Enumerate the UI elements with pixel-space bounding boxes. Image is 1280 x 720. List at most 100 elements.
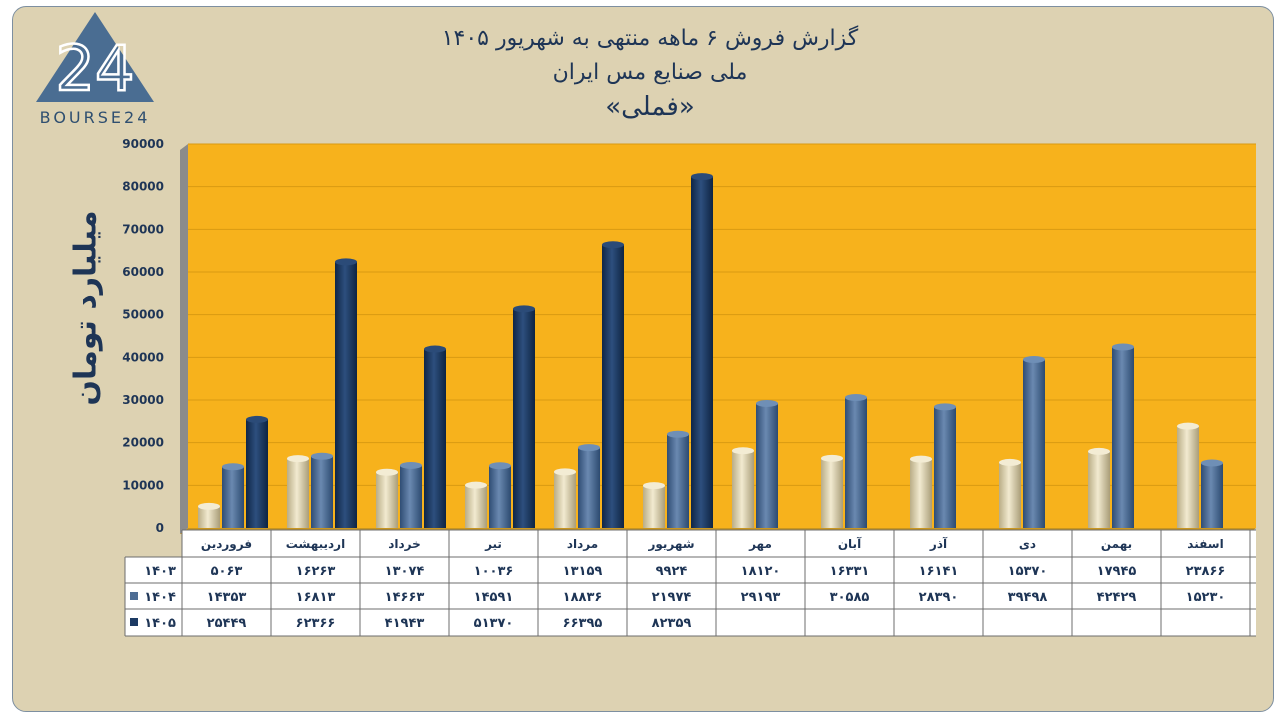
category-label: تیر <box>484 537 502 551</box>
data-label: ۲۹۱۹۳ <box>741 590 781 605</box>
table-header-bg <box>182 530 1256 557</box>
data-label: ۵۰۶۳ <box>211 564 243 579</box>
data-label: ۱۶۳۳۱ <box>830 564 870 579</box>
bar-cap <box>554 468 576 476</box>
data-label: ۳۹۴۹۸ <box>1008 590 1048 605</box>
bar-cap <box>821 454 843 462</box>
bar-cap <box>1201 459 1223 467</box>
y-tick-label: 60000 <box>122 265 164 279</box>
bourse24-logo: 24 <box>36 12 154 106</box>
bar-cap <box>845 394 867 402</box>
y-tick-label: 90000 <box>122 137 164 151</box>
bar-cap <box>198 502 220 510</box>
data-label: ۱۴۶۶۳ <box>385 590 425 605</box>
plot-background <box>188 144 1256 528</box>
bar-cap <box>222 463 244 471</box>
bar <box>198 506 220 528</box>
category-label: اسفند <box>1187 537 1223 551</box>
bar <box>667 434 689 528</box>
data-label: ۱۶۸۱۳ <box>296 590 336 605</box>
bar-cap <box>246 415 268 423</box>
bar <box>400 465 422 528</box>
data-label: ۱۵۲۳۰ <box>1186 590 1226 605</box>
y-tick-label: 30000 <box>122 393 164 407</box>
svg-text:24: 24 <box>56 32 135 105</box>
data-label: ۱۰۰۳۶ <box>474 564 514 579</box>
category-label: فروردین <box>201 537 252 552</box>
bar <box>1201 463 1223 528</box>
bar <box>756 403 778 528</box>
bar <box>424 349 446 528</box>
data-label: ۱۶۱۴۱ <box>919 564 959 579</box>
data-label: ۹۹۲۴ <box>656 564 688 579</box>
bar-cap <box>999 458 1021 466</box>
bar-cap <box>732 447 754 455</box>
bar <box>1112 346 1134 528</box>
bar-cap <box>1023 355 1045 363</box>
data-label: ۱۴۵۹۱ <box>474 590 514 605</box>
y-tick-label: 10000 <box>122 478 164 492</box>
bar-cap <box>1177 422 1199 430</box>
bar <box>845 397 867 528</box>
bar-cap <box>1112 343 1134 351</box>
bar <box>376 472 398 528</box>
table-body-bg <box>125 557 1256 636</box>
bar <box>999 462 1021 528</box>
bar <box>910 459 932 528</box>
bar-cap <box>311 452 333 460</box>
bar-cap <box>910 455 932 463</box>
bar <box>732 450 754 528</box>
legend-swatch <box>130 618 138 626</box>
chart-title: گزارش فروش ۶ ماهه منتهی به شهریور ۱۴۰۵ <box>441 26 859 51</box>
data-label: ۱۳۰۷۴ <box>385 564 425 579</box>
data-label: ۲۸۳۹۰ <box>919 590 959 605</box>
bar-cap <box>489 462 511 470</box>
bar <box>465 485 487 528</box>
data-label: ۱۷۹۴۵ <box>1097 564 1137 579</box>
bar-cap <box>667 430 689 438</box>
category-label: آذر <box>929 536 948 551</box>
bar <box>1023 359 1045 528</box>
category-label: آبان <box>838 536 862 551</box>
bar <box>222 466 244 528</box>
bar-cap <box>934 403 956 411</box>
data-label: ۶۶۳۹۵ <box>563 616 603 631</box>
bar-cap <box>1088 447 1110 455</box>
data-label: ۴۲۴۲۹ <box>1097 590 1137 605</box>
data-label: ۵۱۳۷۰ <box>474 616 514 631</box>
chart-subtitle: ملی صنایع مس ایران <box>552 60 748 85</box>
bar-cap <box>424 345 446 353</box>
bar-cap <box>602 241 624 249</box>
bar <box>246 419 268 528</box>
bar <box>287 458 309 528</box>
y-tick-label: 40000 <box>122 350 164 364</box>
legend-swatch <box>130 592 138 600</box>
bar <box>821 458 843 528</box>
company-symbol: «فملی» <box>605 92 695 122</box>
y-tick-label: 50000 <box>122 308 164 322</box>
category-label: دی <box>1019 537 1036 551</box>
y-tick-label: 70000 <box>122 222 164 236</box>
bar <box>554 471 576 528</box>
bar <box>934 406 956 528</box>
category-label: بهمن <box>1101 537 1132 551</box>
legend-entry: ۱۴۰۵ <box>144 616 176 631</box>
bar-cap <box>691 173 713 181</box>
data-label: ۱۸۸۳۶ <box>563 590 603 605</box>
bar <box>643 485 665 528</box>
bar-cap <box>400 461 422 469</box>
bar <box>513 308 535 528</box>
bar-cap <box>376 468 398 476</box>
bar-cap <box>465 481 487 489</box>
logo-text: BOURSE24 <box>39 108 151 127</box>
bar-cap <box>287 455 309 463</box>
data-label: ۲۳۸۶۶ <box>1186 564 1226 579</box>
bar <box>335 261 357 528</box>
y-tick-label: 20000 <box>122 436 164 450</box>
bar-cap <box>513 305 535 313</box>
plot-side-wall <box>180 144 188 534</box>
data-label: ۴۱۹۴۳ <box>385 616 425 631</box>
category-label: مهر <box>748 537 772 551</box>
data-label: ۲۵۴۴۹ <box>207 616 247 631</box>
